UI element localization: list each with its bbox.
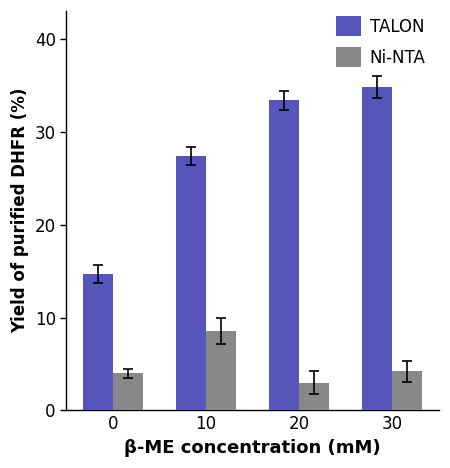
Bar bbox=[362, 87, 392, 410]
Legend: TALON, Ni-NTA: TALON, Ni-NTA bbox=[331, 11, 431, 72]
Y-axis label: Yield of purified DHFR (%): Yield of purified DHFR (%) bbox=[11, 88, 29, 334]
Bar bbox=[206, 330, 236, 410]
Bar bbox=[176, 156, 206, 410]
Bar bbox=[269, 100, 299, 410]
X-axis label: β-ME concentration (mM): β-ME concentration (mM) bbox=[124, 439, 381, 457]
Bar bbox=[113, 373, 143, 410]
Bar bbox=[83, 274, 113, 410]
Bar bbox=[392, 372, 422, 410]
Bar bbox=[299, 383, 329, 410]
